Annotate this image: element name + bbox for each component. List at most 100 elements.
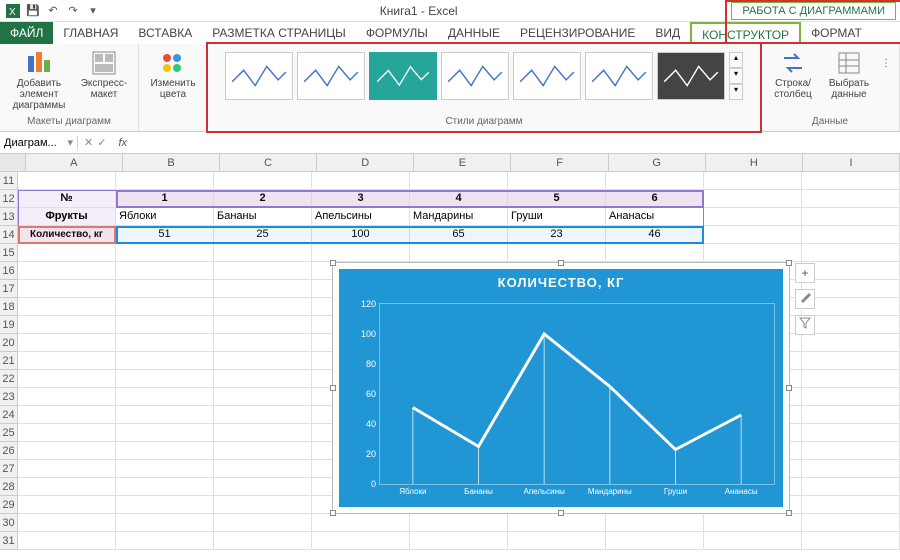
plot-region[interactable]: 020406080100120ЯблокиБананыАпельсиныМанд…: [379, 303, 775, 485]
cell[interactable]: [410, 514, 508, 532]
cell[interactable]: 1: [116, 190, 214, 208]
cell[interactable]: [410, 172, 508, 190]
cell[interactable]: [214, 532, 312, 550]
cell[interactable]: 4: [410, 190, 508, 208]
tab-page-layout[interactable]: РАЗМЕТКА СТРАНИЦЫ: [202, 22, 356, 44]
cell[interactable]: [508, 244, 606, 262]
styles-down-icon[interactable]: ▾: [729, 68, 743, 84]
cell[interactable]: №: [18, 190, 116, 208]
cell[interactable]: [18, 334, 116, 352]
cell[interactable]: [802, 334, 900, 352]
row-header[interactable]: 24: [0, 406, 18, 424]
redo-icon[interactable]: ↷: [66, 4, 80, 18]
cell[interactable]: [606, 244, 704, 262]
cell[interactable]: [18, 316, 116, 334]
qat-customize-icon[interactable]: ▾: [86, 4, 100, 18]
cell[interactable]: [802, 514, 900, 532]
chart-filters-button[interactable]: [795, 315, 815, 335]
cell[interactable]: 51: [116, 226, 214, 244]
row-header[interactable]: 22: [0, 370, 18, 388]
col-header[interactable]: I: [803, 154, 900, 171]
row-header[interactable]: 30: [0, 514, 18, 532]
cell[interactable]: [214, 388, 312, 406]
resize-handle[interactable]: [330, 260, 336, 266]
resize-handle[interactable]: [786, 385, 792, 391]
cell[interactable]: [214, 424, 312, 442]
cell[interactable]: [606, 172, 704, 190]
cell[interactable]: [18, 298, 116, 316]
cell[interactable]: 65: [410, 226, 508, 244]
cell[interactable]: [18, 460, 116, 478]
row-header[interactable]: 12: [0, 190, 18, 208]
select-all-corner[interactable]: [0, 154, 26, 171]
cell[interactable]: [802, 496, 900, 514]
col-header[interactable]: D: [317, 154, 414, 171]
cell[interactable]: [18, 262, 116, 280]
cell[interactable]: [802, 226, 900, 244]
col-header[interactable]: A: [26, 154, 123, 171]
row-header[interactable]: 13: [0, 208, 18, 226]
cell[interactable]: [508, 172, 606, 190]
cell[interactable]: [802, 478, 900, 496]
enter-icon[interactable]: ✓: [97, 136, 106, 149]
cell[interactable]: [18, 352, 116, 370]
cell[interactable]: [802, 388, 900, 406]
cell[interactable]: [116, 280, 214, 298]
name-box[interactable]: ▾: [0, 136, 78, 149]
col-header[interactable]: B: [123, 154, 220, 171]
cell[interactable]: [802, 442, 900, 460]
cell[interactable]: [508, 514, 606, 532]
resize-handle[interactable]: [330, 385, 336, 391]
cell[interactable]: [410, 532, 508, 550]
row-header[interactable]: 11: [0, 172, 18, 190]
cell[interactable]: [312, 514, 410, 532]
cell[interactable]: Яблоки: [116, 208, 214, 226]
name-box-input[interactable]: [4, 137, 67, 149]
cell[interactable]: [802, 244, 900, 262]
cell[interactable]: [214, 334, 312, 352]
cell[interactable]: [312, 244, 410, 262]
cell[interactable]: [116, 352, 214, 370]
cell[interactable]: [704, 532, 802, 550]
cell[interactable]: [704, 190, 802, 208]
cell[interactable]: [18, 388, 116, 406]
row-header[interactable]: 31: [0, 532, 18, 550]
row-header[interactable]: 28: [0, 478, 18, 496]
cell[interactable]: [802, 460, 900, 478]
cell[interactable]: [18, 424, 116, 442]
select-data-button[interactable]: Выбрать данные: [823, 48, 875, 102]
row-header[interactable]: 14: [0, 226, 18, 244]
cell[interactable]: [214, 280, 312, 298]
cell[interactable]: [116, 370, 214, 388]
cell[interactable]: Бананы: [214, 208, 312, 226]
row-header[interactable]: 29: [0, 496, 18, 514]
cell[interactable]: [802, 316, 900, 334]
chart-style-thumb[interactable]: [441, 52, 509, 100]
cell[interactable]: [116, 388, 214, 406]
resize-handle[interactable]: [330, 510, 336, 516]
tab-view[interactable]: ВИД: [645, 22, 690, 44]
change-colors-button[interactable]: Изменить цвета: [145, 48, 201, 102]
cell[interactable]: [116, 334, 214, 352]
col-header[interactable]: G: [609, 154, 706, 171]
chart-style-thumb[interactable]: [585, 52, 653, 100]
cell[interactable]: [214, 298, 312, 316]
cell[interactable]: [116, 460, 214, 478]
cell[interactable]: [704, 226, 802, 244]
cell[interactable]: [116, 316, 214, 334]
chart-style-thumb[interactable]: [369, 52, 437, 100]
save-icon[interactable]: 💾: [26, 4, 40, 18]
resize-handle[interactable]: [786, 260, 792, 266]
tab-home[interactable]: ГЛАВНАЯ: [53, 22, 128, 44]
chart-styles-button[interactable]: [795, 289, 815, 309]
cell[interactable]: [116, 424, 214, 442]
cell[interactable]: [802, 370, 900, 388]
cell[interactable]: [18, 280, 116, 298]
row-header[interactable]: 17: [0, 280, 18, 298]
tab-constructor[interactable]: КОНСТРУКТОР: [690, 22, 801, 44]
cell[interactable]: [214, 370, 312, 388]
cell[interactable]: [116, 298, 214, 316]
styles-up-icon[interactable]: ▴: [729, 52, 743, 68]
styles-spinner[interactable]: ▴▾▾: [729, 52, 743, 100]
row-header[interactable]: 16: [0, 262, 18, 280]
